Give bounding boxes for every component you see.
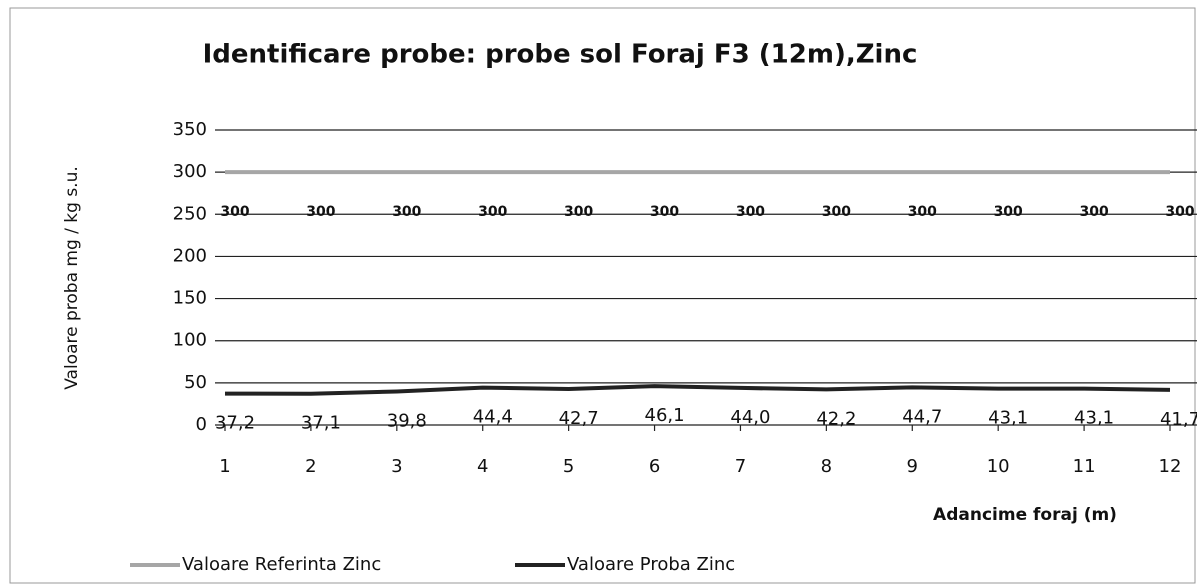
data-label: 37,2 — [215, 413, 255, 434]
x-tick-label: 9 — [907, 456, 918, 477]
data-label: 300 — [1165, 204, 1194, 220]
data-label: 43,1 — [1074, 408, 1114, 429]
data-label: 43,1 — [988, 408, 1028, 429]
x-tick-label: 11 — [1073, 456, 1096, 477]
y-tick-label: 50 — [184, 372, 207, 393]
data-label: 300 — [306, 204, 335, 220]
data-label: 41,7 — [1160, 409, 1197, 430]
data-label: 300 — [1079, 204, 1108, 220]
x-tick-label: 4 — [477, 456, 488, 477]
legend-label: Valoare Proba Zinc — [567, 554, 735, 575]
chart-frame — [9, 7, 1196, 584]
data-label: 39,8 — [387, 410, 427, 431]
x-axis-label: Adancime foraj (m) — [933, 505, 1117, 525]
x-tick-label: 12 — [1159, 456, 1182, 477]
data-label: 300 — [908, 204, 937, 220]
data-label: 300 — [392, 204, 421, 220]
y-tick-label: 100 — [173, 330, 207, 351]
data-label: 300 — [564, 204, 593, 220]
series-line — [224, 384, 1171, 396]
data-label: 300 — [478, 204, 507, 220]
y-tick-label: 150 — [173, 288, 207, 309]
x-tick-label: 8 — [821, 456, 832, 477]
data-label: 300 — [736, 204, 765, 220]
x-tick-label: 2 — [305, 456, 316, 477]
data-label: 46,1 — [645, 405, 685, 426]
data-label: 300 — [822, 204, 851, 220]
data-label: 300 — [994, 204, 1023, 220]
data-label: 42,7 — [559, 408, 599, 429]
y-axis-label: Valoare proba mg / kg s.u. — [62, 166, 82, 390]
data-label: 300 — [220, 204, 249, 220]
x-tick-label: 1 — [219, 456, 230, 477]
y-tick-label: 200 — [173, 245, 207, 266]
y-tick-label: 250 — [173, 203, 207, 224]
chart-title: Identificare probe: probe sol Foraj F3 (… — [203, 40, 918, 70]
x-tick-label: 7 — [735, 456, 746, 477]
x-tick-label: 3 — [391, 456, 402, 477]
data-label: 44,7 — [902, 406, 942, 427]
data-label: 300 — [650, 204, 679, 220]
legend-label: Valoare Referinta Zinc — [182, 554, 381, 575]
y-tick-label: 0 — [196, 414, 207, 435]
y-tick-label: 350 — [173, 119, 207, 140]
x-tick-label: 6 — [649, 456, 660, 477]
data-label: 37,1 — [301, 413, 341, 434]
y-tick-label: 300 — [173, 161, 207, 182]
x-tick-label: 10 — [987, 456, 1010, 477]
x-tick-label: 5 — [563, 456, 574, 477]
data-label: 42,2 — [816, 408, 856, 429]
data-label: 44,0 — [730, 407, 770, 428]
data-label: 44,4 — [473, 407, 513, 428]
